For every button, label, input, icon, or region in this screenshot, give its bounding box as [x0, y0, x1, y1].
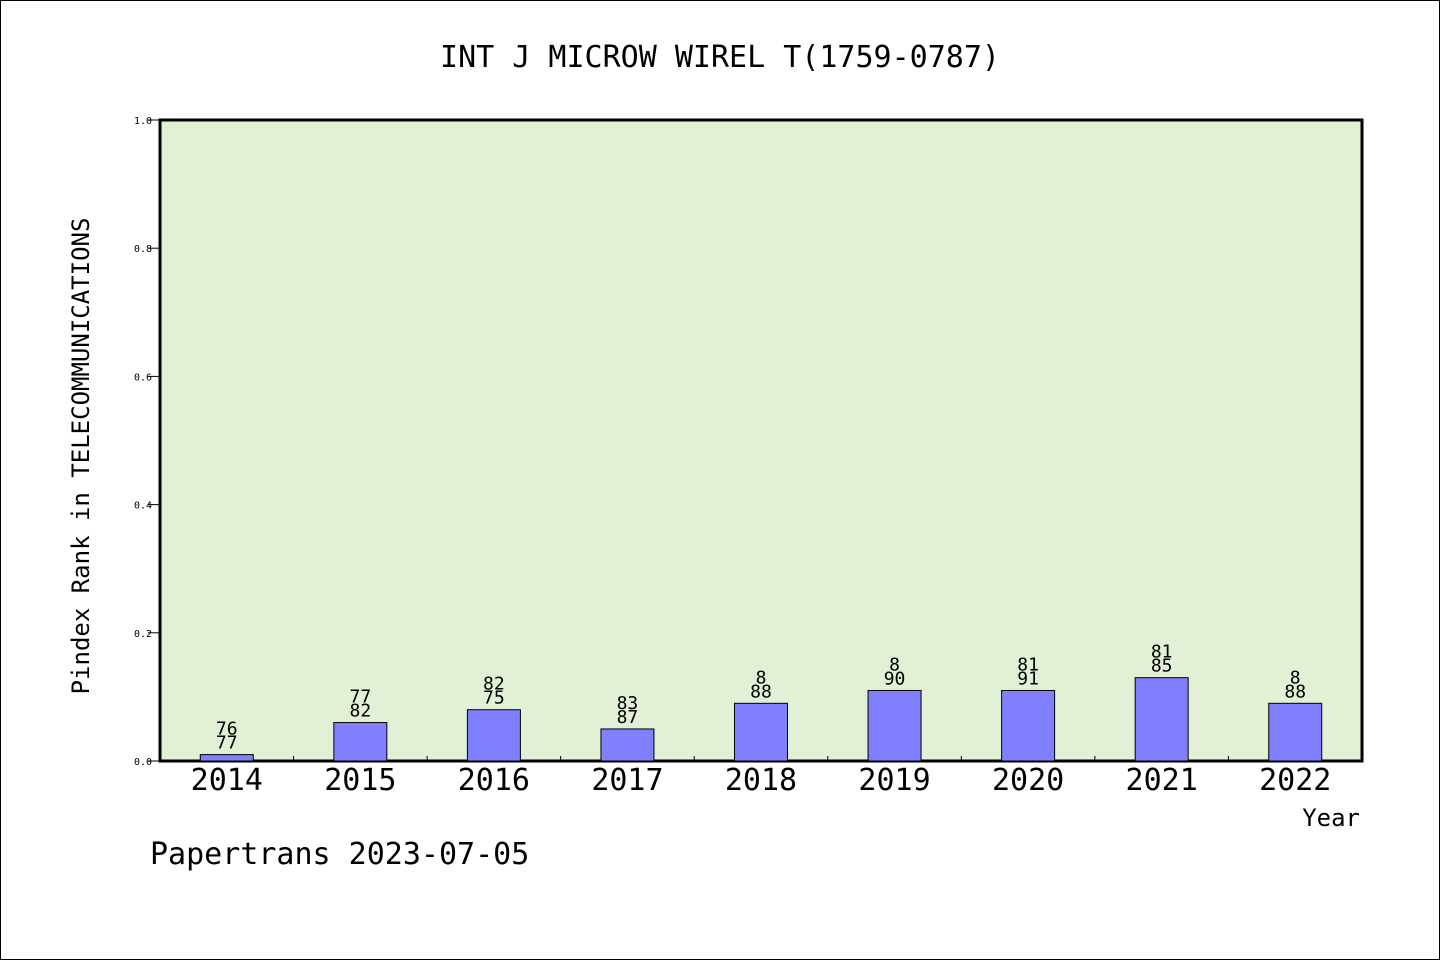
bar-label-top: 8 [889, 654, 900, 675]
x-tick-label: 2019 [858, 763, 930, 798]
x-tick-label: 2020 [992, 763, 1064, 798]
x-tick-label: 2018 [725, 763, 797, 798]
bar-2018 [734, 702, 788, 762]
bar-2022 [1268, 702, 1323, 762]
bar-label-bottom: 87 [617, 707, 639, 728]
bar-label-bottom: 75 [483, 688, 505, 709]
bar-label-top: 8 [1290, 667, 1301, 688]
bar-2016 [466, 709, 521, 762]
x-axis: 2014 2015 2016 2017 2018 2019 2020 2021 2022 [191, 756, 1331, 798]
x-tick-label: 2022 [1259, 763, 1331, 798]
bar-2021 [1134, 677, 1189, 762]
y-axis: 0.0 0.2 0.4 0.6 0.8 1.0 [134, 116, 160, 768]
x-axis-label: Year [1302, 804, 1360, 832]
bar-label-bottom: 88 [1284, 681, 1306, 702]
bar-label-top: 82 [483, 674, 505, 695]
bars [199, 677, 1323, 762]
y-tick-label: 1.0 [134, 116, 152, 127]
bar-label-top: 81 [1151, 642, 1173, 663]
bar-label-top: 8 [756, 667, 767, 688]
bar-label-bottom: 90 [884, 668, 906, 689]
y-tick-label: 0.6 [134, 372, 152, 383]
bar-label-top: 83 [617, 693, 639, 714]
chart-title: INT J MICROW WIREL T(1759-0787) [440, 40, 1000, 75]
y-tick-label: 0.8 [134, 244, 152, 255]
bar-2020 [1001, 689, 1056, 762]
bar-label-bottom: 77 [216, 733, 238, 754]
y-axis-label: Pindex Rank in TELECOMMUNICATIONS [67, 218, 95, 695]
x-tick-label: 2015 [324, 763, 396, 798]
x-tick-label: 2016 [458, 763, 530, 798]
y-tick-label: 0.4 [134, 501, 152, 512]
bar-2014 [199, 754, 254, 762]
x-tick-label: 2017 [591, 763, 663, 798]
bar-label-top: 81 [1017, 654, 1039, 675]
bar-label-bottom: 91 [1017, 668, 1039, 689]
y-tick-label: 0.2 [134, 629, 152, 640]
x-tick-label: 2021 [1126, 763, 1198, 798]
bar-2017 [600, 728, 655, 762]
bar-label-bottom: 82 [349, 701, 371, 722]
bar-2015 [333, 722, 388, 762]
footer-text: Papertrans 2023-07-05 [150, 837, 529, 872]
bar-label-top: 77 [349, 687, 371, 708]
bar-label-bottom: 85 [1151, 656, 1173, 677]
x-tick-label: 2014 [191, 763, 263, 798]
bar-label-bottom: 88 [750, 681, 772, 702]
bar-2019 [867, 689, 922, 762]
y-tick-label: 0.0 [134, 757, 152, 768]
plot-area [158, 118, 1364, 763]
bar-label-top: 76 [216, 719, 238, 740]
